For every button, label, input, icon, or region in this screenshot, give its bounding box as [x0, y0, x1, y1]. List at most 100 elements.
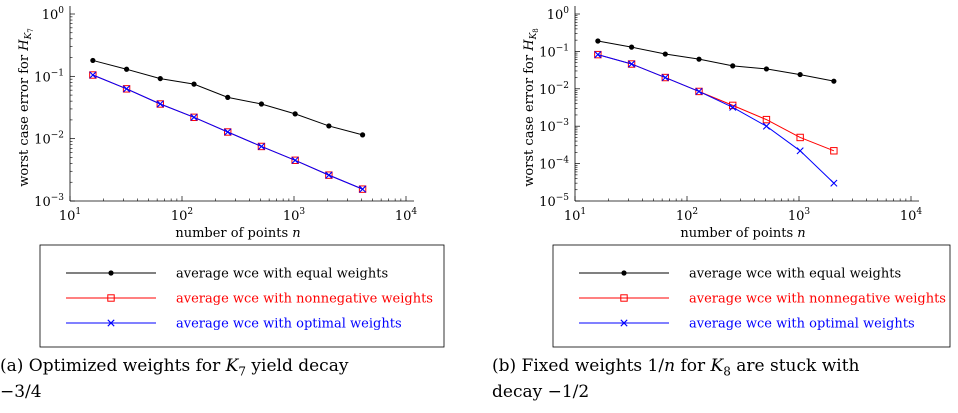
x-tick-label: 103 — [283, 207, 306, 224]
x-tick-label: 102 — [676, 207, 698, 224]
data-point — [326, 123, 332, 129]
chart-a: 101 102 103 104 10−3 10−2 10−1 100 number of poi… — [17, 6, 445, 348]
data-point — [224, 128, 232, 136]
data-point — [90, 57, 96, 64]
data-point — [763, 66, 770, 72]
x-tick-label: 101 — [59, 207, 81, 224]
x-tick-label: 103 — [788, 207, 811, 224]
series-line — [597, 54, 835, 184]
caption-a-prefix: (a) Optimized weights for — [0, 356, 226, 376]
data-point — [156, 100, 164, 108]
x-axis-label: number of points n — [175, 226, 300, 241]
legend-label: average wce with optimal weights — [176, 317, 402, 332]
y-tick-label: 10−2 — [34, 131, 64, 148]
caption-b-suffix: are stuck with — [730, 356, 860, 376]
legend-label: average wce with nonnegative weights — [176, 292, 433, 307]
data-point — [695, 87, 703, 96]
data-point — [594, 51, 602, 59]
caption-a-symbol: K — [225, 356, 239, 376]
y-axis-label: worst case error for HK7 — [17, 28, 35, 187]
caption-b-symbol-k: K — [710, 356, 724, 376]
data-point — [627, 60, 636, 68]
x-tick-label: 102 — [171, 207, 193, 224]
series-optimal-weights — [594, 51, 838, 187]
data-point — [762, 115, 771, 124]
series-equal-weights — [90, 57, 366, 138]
series-equal-weights — [595, 38, 837, 84]
legend: average wce with equal weights average wc… — [552, 244, 951, 348]
series-line — [597, 54, 835, 152]
data-point — [730, 63, 736, 69]
data-point — [325, 171, 333, 179]
data-point — [830, 147, 838, 155]
data-point — [258, 101, 265, 107]
chart-panel-a: 101 102 103 104 10−3 10−2 10−1 100 number of poi… — [0, 6, 470, 403]
y-tick-label: 100 — [547, 6, 570, 23]
y-tick-label: 10−3 — [539, 118, 569, 135]
caption-a-line2: −3/4 — [0, 382, 42, 403]
legend-label: average wce with equal weights — [176, 267, 388, 282]
axes: 101 102 103 104 10−5 10−4 10−3 10−2 10−1 100 — [539, 6, 922, 224]
data-point — [191, 81, 197, 87]
legend-marker — [108, 270, 114, 276]
data-point — [796, 147, 804, 155]
legend-marker — [620, 319, 628, 327]
data-point — [830, 179, 838, 187]
caption-b-prefix: (b) Fixed weights 1/ — [492, 356, 665, 376]
caption-b: (b) Fixed weights 1/n for K8 are stuck w… — [492, 356, 958, 403]
data-point — [358, 185, 367, 193]
series-line — [597, 40, 834, 82]
data-point — [661, 73, 669, 82]
axes: 101 102 103 104 10−3 10−2 10−1 100 — [34, 6, 417, 224]
data-point — [122, 85, 131, 93]
data-point — [628, 44, 635, 50]
data-point — [257, 142, 266, 151]
data-point — [796, 133, 804, 142]
data-point — [291, 156, 299, 164]
y-axis-label: worst case error for HK8 — [522, 28, 540, 187]
data-point — [190, 113, 198, 121]
legend-marker — [107, 294, 115, 302]
data-point — [627, 60, 636, 68]
data-point — [359, 132, 366, 138]
data-point — [291, 156, 299, 164]
data-point — [292, 111, 298, 117]
data-point — [661, 73, 669, 82]
data-point — [762, 122, 771, 130]
x-axis-label: number of points n — [680, 226, 805, 241]
caption-b-subscript: 8 — [723, 364, 731, 379]
caption-b-line2: decay −1/2 — [492, 382, 590, 403]
data-point — [595, 38, 601, 44]
data-point — [257, 142, 266, 151]
y-tick-label: 10−3 — [34, 193, 64, 210]
chart-panel-b: 101 102 103 104 10−5 10−4 10−3 10−2 10−1 100 numbe… — [480, 0, 958, 413]
x-tick-label: 104 — [395, 207, 418, 224]
caption-a-subscript: 7 — [238, 364, 246, 379]
x-tick-label: 104 — [900, 207, 923, 224]
data-point — [797, 71, 803, 78]
legend: average wce with equal weights average wc… — [39, 244, 445, 348]
data-point — [224, 128, 232, 136]
data-point — [662, 51, 668, 57]
legend-marker — [620, 294, 628, 302]
series-optimal-weights — [89, 71, 367, 193]
data-point — [156, 100, 164, 108]
series-nonnegative-weights — [594, 50, 838, 155]
x-tick-label: 101 — [564, 207, 586, 224]
legend-label: average wce with optimal weights — [689, 317, 915, 332]
data-point — [89, 71, 97, 79]
caption-b-mid: for — [675, 356, 711, 376]
data-point — [325, 171, 333, 179]
y-tick-label: 10−5 — [539, 193, 569, 210]
data-point — [358, 185, 367, 193]
caption-a-suffix: yield decay — [246, 356, 349, 376]
data-point — [89, 71, 97, 79]
data-point — [123, 66, 130, 72]
legend-marker — [107, 319, 115, 327]
legend-marker — [621, 270, 627, 276]
data-point — [190, 113, 198, 122]
y-tick-label: 10−1 — [539, 43, 569, 60]
chart-b: 101 102 103 104 10−5 10−4 10−3 10−2 10−1 100 numbe… — [522, 6, 951, 348]
legend-label: average wce with nonnegative weights — [689, 292, 946, 307]
caption-a: (a) Optimized weights for K7 yield decay… — [0, 356, 470, 403]
